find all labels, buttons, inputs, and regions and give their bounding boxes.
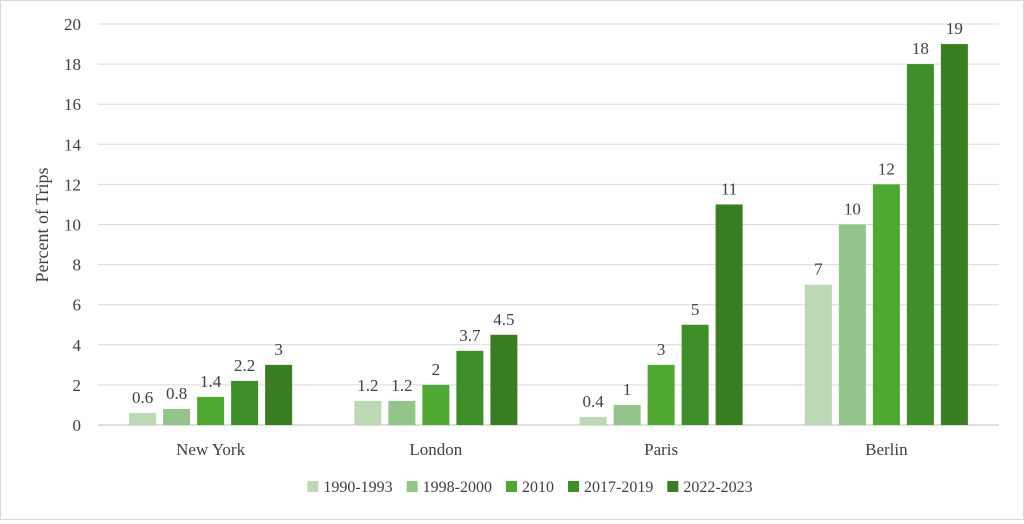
bar [265, 364, 293, 425]
legend-swatch [568, 481, 579, 492]
bar [838, 224, 866, 425]
y-tick-label: 8 [73, 256, 82, 275]
bar [804, 284, 832, 425]
legend-swatch [307, 481, 319, 492]
data-label: 3 [657, 340, 666, 359]
bar [681, 324, 709, 425]
bar [906, 64, 934, 425]
y-tick-label: 10 [64, 216, 81, 235]
bar [388, 400, 416, 425]
bar [490, 334, 518, 425]
data-label: 3 [274, 340, 283, 359]
data-label: 19 [946, 19, 963, 38]
data-label: 5 [691, 300, 700, 319]
y-tick-label: 2 [73, 376, 82, 395]
bar [647, 364, 675, 425]
bar [579, 416, 607, 425]
data-label: 4.5 [493, 310, 514, 329]
legend-label: 1990-1993 [323, 479, 392, 496]
bar [129, 412, 157, 425]
legend-label: 1998-2000 [423, 479, 492, 496]
data-label: 1.4 [200, 372, 222, 391]
data-label: 0.4 [583, 392, 605, 411]
x-category-label: New York [176, 440, 245, 459]
y-tick-label: 18 [64, 55, 81, 74]
bar [354, 400, 382, 425]
bar [872, 184, 900, 425]
data-label: 10 [844, 200, 861, 219]
y-tick-label: 20 [64, 15, 81, 34]
legend: 1990-1993 1998-2000 2010 2017-2019 2022-2023 [307, 479, 753, 496]
bar [422, 384, 450, 425]
data-label: 0.8 [166, 384, 187, 403]
bar [231, 380, 259, 425]
bar [715, 204, 743, 425]
bars [129, 44, 968, 426]
bar [197, 396, 225, 425]
legend-swatch [406, 481, 418, 492]
bar [456, 350, 484, 425]
data-label: 2 [432, 360, 441, 379]
y-tick-label: 16 [64, 95, 81, 114]
legend-swatch [667, 481, 679, 492]
y-tick-label: 14 [64, 135, 82, 154]
data-label: 12 [878, 159, 895, 178]
y-tick-label: 4 [73, 336, 82, 355]
data-label: 1 [623, 380, 632, 399]
y-axis-label: Percent of Trips [32, 167, 52, 282]
legend-label: 2017-2019 [584, 479, 653, 496]
x-category-label: Berlin [865, 440, 908, 459]
y-tick-label: 12 [64, 175, 81, 194]
data-label: 2.2 [234, 356, 255, 375]
bar [163, 408, 191, 425]
data-label: 11 [721, 179, 737, 198]
data-label: 18 [912, 39, 929, 58]
bar [613, 404, 641, 425]
data-labels: 0.6 0.8 1.4 2.2 3 1.2 1.2 2 3.7 4.5 0.4 1 3 5 11 7 10 12 1… [132, 19, 963, 411]
bar [940, 44, 968, 426]
gridlines [98, 23, 999, 386]
legend-swatch [506, 481, 517, 492]
legend-label: 2022-2023 [683, 479, 752, 496]
data-label: 1.2 [357, 376, 378, 395]
y-tick-label: 6 [73, 296, 82, 315]
legend-label: 2010 [522, 479, 554, 496]
data-label: 7 [814, 260, 823, 279]
data-label: 1.2 [391, 376, 412, 395]
data-label: 0.6 [132, 388, 153, 407]
x-category-label: Paris [644, 440, 678, 459]
x-category-label: London [409, 440, 462, 459]
data-label: 3.7 [459, 326, 481, 345]
y-tick-label: 0 [73, 416, 82, 435]
